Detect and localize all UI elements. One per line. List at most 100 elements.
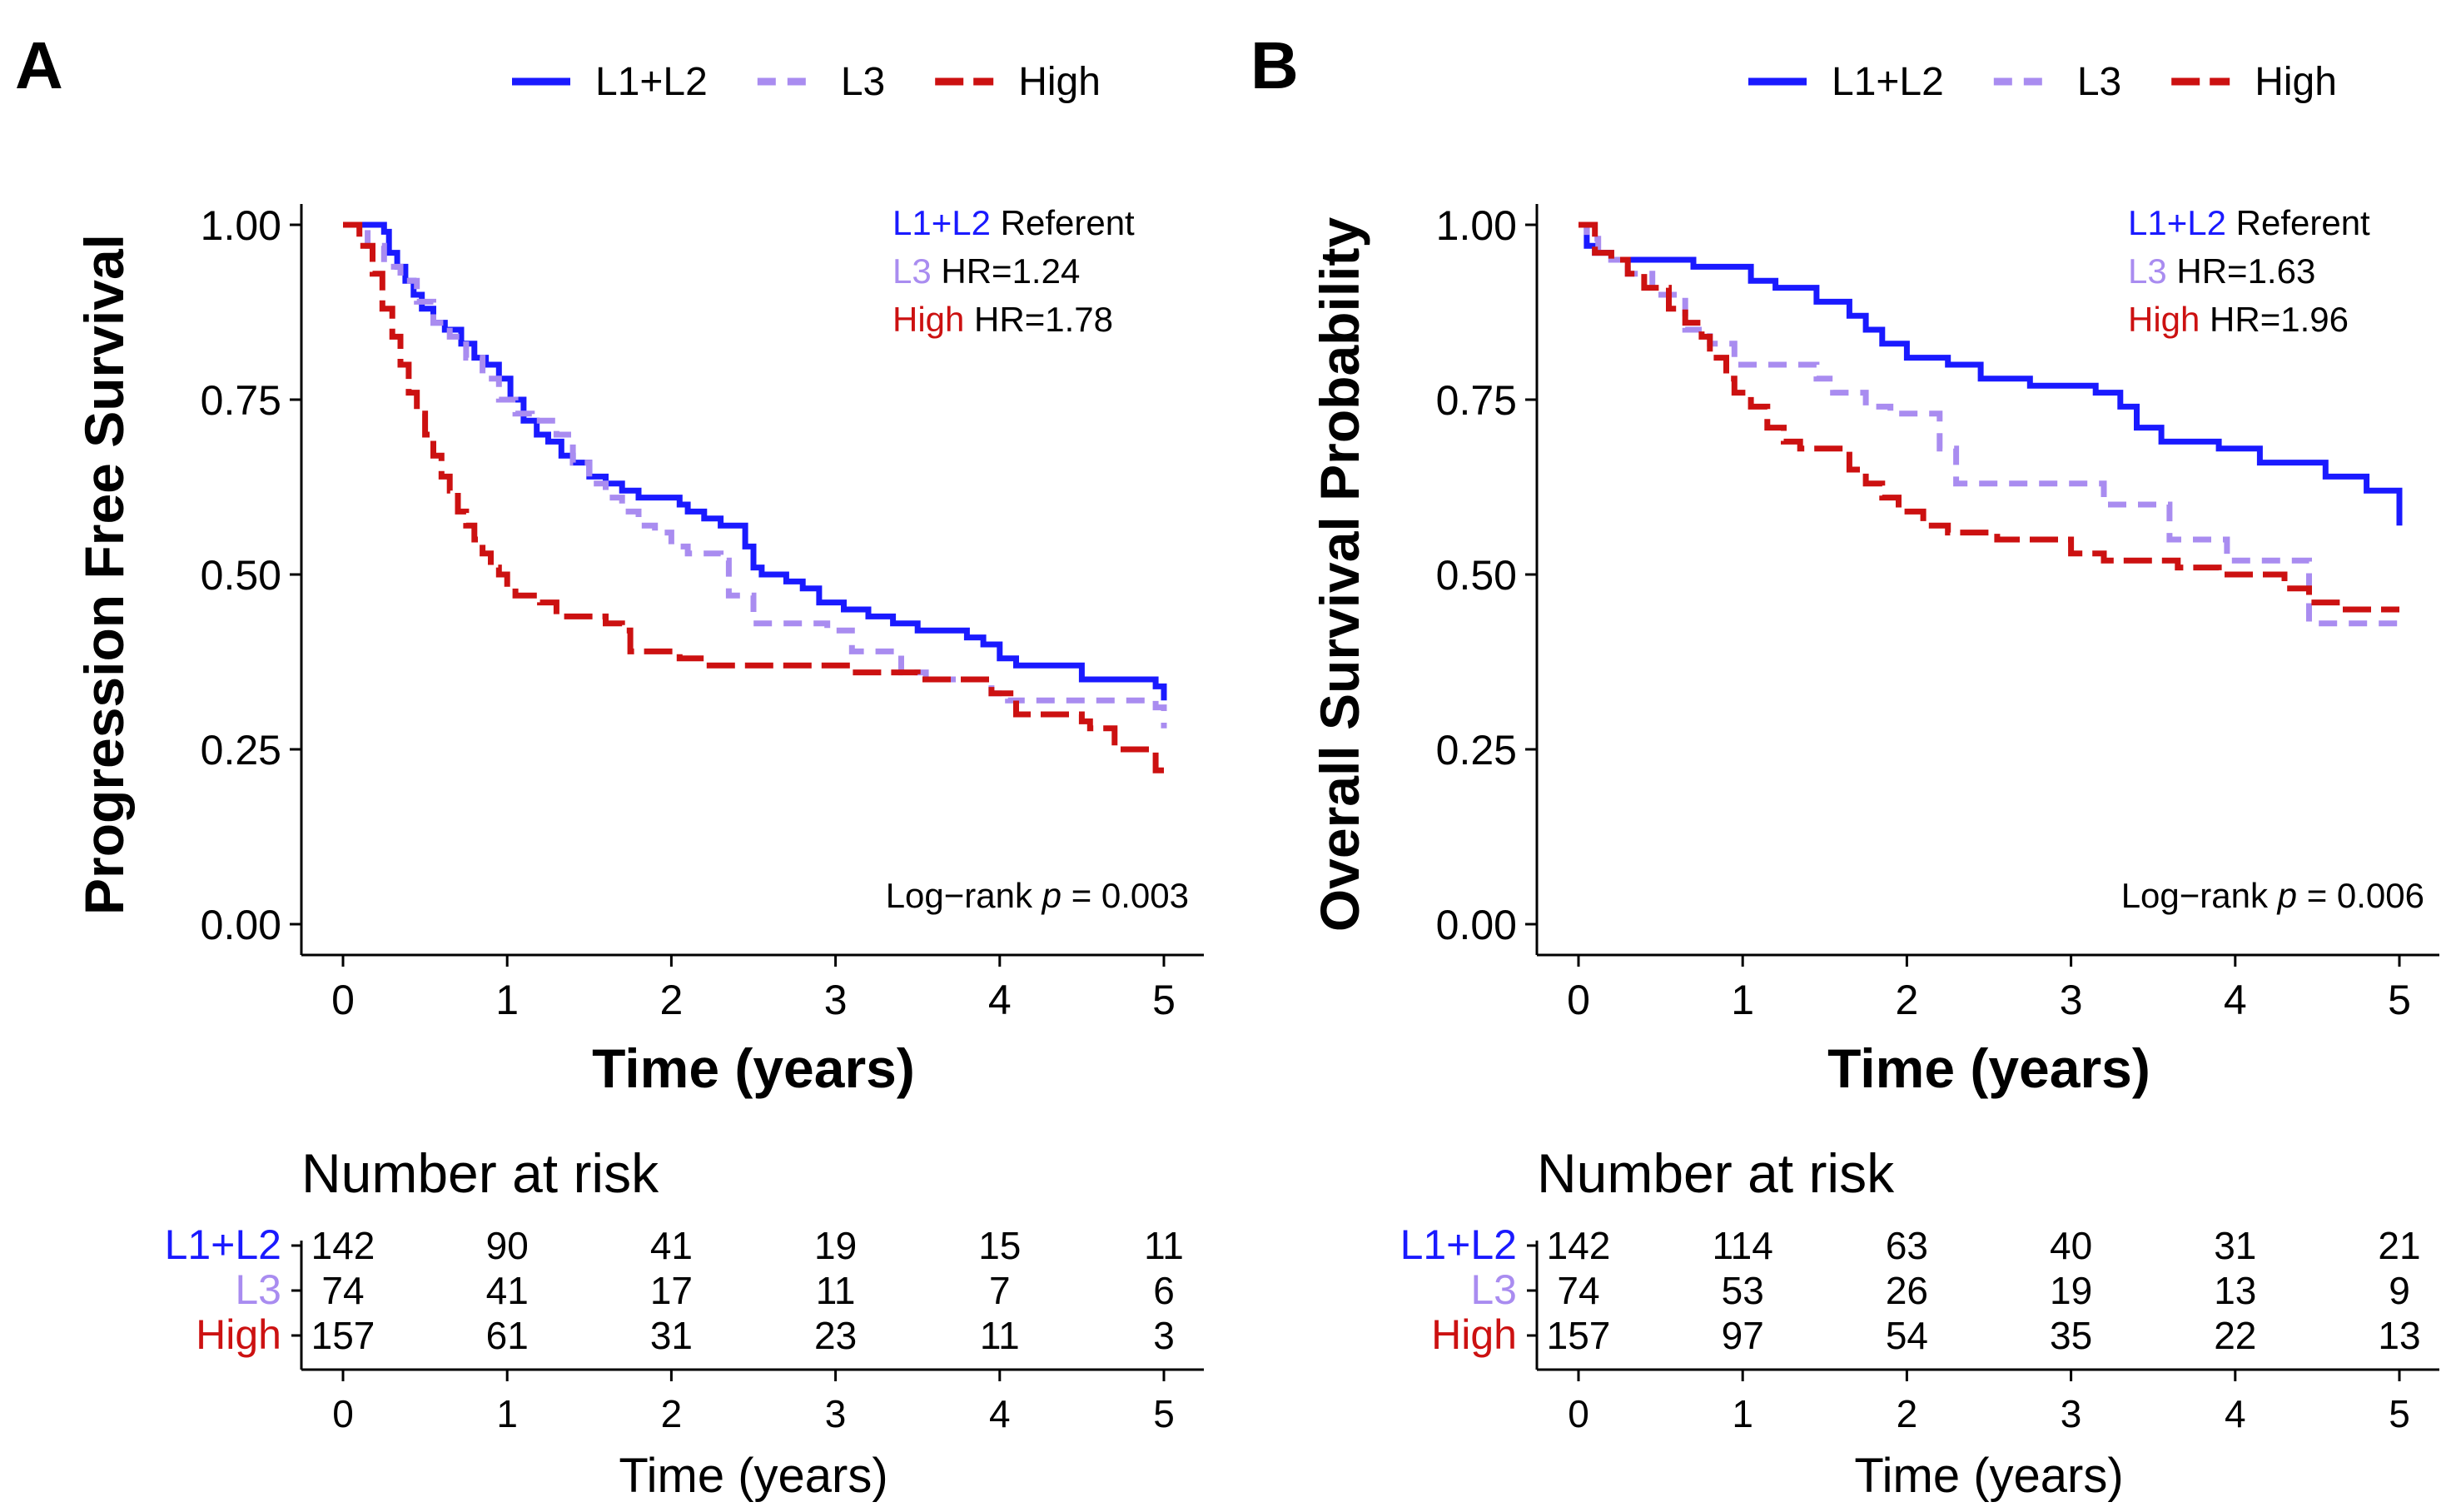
risk-cell: 54 <box>1886 1314 1928 1357</box>
annotation-group-l1l2: L1+L2 <box>892 203 991 242</box>
risk-row-label-high: High <box>196 1311 281 1358</box>
logrank-value: = 0.003 <box>1061 876 1189 915</box>
risk-cell: 11 <box>816 1269 856 1312</box>
series-line-l1l2 <box>343 221 1167 701</box>
logrank-value: = 0.006 <box>2297 876 2424 915</box>
risk-x-tick-label: 1 <box>1732 1392 1753 1435</box>
x-tick-label: 5 <box>1152 977 1176 1023</box>
risk-x-tick-label: 5 <box>1153 1392 1175 1435</box>
risk-cell: 13 <box>2214 1269 2256 1312</box>
legend: L1+L2 L3 High <box>1748 60 2337 104</box>
risk-cell: 157 <box>311 1314 375 1357</box>
risk-row-label-l1l2: L1+L2 <box>165 1221 281 1268</box>
annotation-referent-text: Referent <box>991 203 1135 242</box>
legend-label-l3: L3 <box>841 60 885 104</box>
annotation-hr-l3: L3 HR=1.63 <box>2128 251 2315 291</box>
y-tick-label: 0.00 <box>1436 902 1517 948</box>
risk-x-tick-label: 0 <box>1568 1392 1589 1435</box>
series-line-l3 <box>1579 221 2399 627</box>
risk-x-tick-label: 2 <box>661 1392 683 1435</box>
risk-cell: 61 <box>486 1314 529 1357</box>
annotation-referent-text: Referent <box>2226 203 2370 242</box>
risk-cell: 22 <box>2214 1314 2256 1357</box>
x-tick-label: 3 <box>2060 977 2083 1023</box>
x-tick-label: 1 <box>495 977 519 1023</box>
y-tick-label: 0.50 <box>201 552 281 599</box>
panel-letter: A <box>15 28 63 102</box>
series-line-l3 <box>343 221 1167 729</box>
risk-cell: 63 <box>1886 1224 1928 1267</box>
y-axis-title: Progression Free Survival <box>73 234 135 915</box>
risk-cell: 142 <box>311 1224 375 1267</box>
series-line-high <box>343 221 1164 773</box>
risk-cell: 90 <box>486 1224 529 1267</box>
x-tick-label: 5 <box>2388 977 2411 1023</box>
risk-x-title: Time (years) <box>619 1449 887 1503</box>
risk-cell: 114 <box>1713 1224 1773 1267</box>
x-tick-label: 2 <box>659 977 683 1023</box>
y-tick-label: 0.25 <box>1436 727 1517 773</box>
legend-label-l3: L3 <box>2077 60 2121 104</box>
risk-row-label-l3: L3 <box>1470 1266 1517 1313</box>
series-line-high <box>1579 221 2399 613</box>
risk-x-tick-label: 2 <box>1897 1392 1918 1435</box>
y-tick-label: 0.25 <box>201 727 281 773</box>
risk-cell: 31 <box>2214 1224 2256 1267</box>
risk-row-label-l1l2: L1+L2 <box>1400 1221 1517 1268</box>
panel-letter: B <box>1250 28 1299 102</box>
logrank-annotation: Log−rank p = 0.006 <box>2121 876 2424 915</box>
risk-cell: 31 <box>650 1314 693 1357</box>
risk-cell: 15 <box>978 1224 1021 1267</box>
risk-x-tick-label: 3 <box>2061 1392 2082 1435</box>
risk-cell: 13 <box>2378 1314 2420 1357</box>
risk-cell: 19 <box>814 1224 857 1267</box>
logrank-prefix: Log−rank <box>2121 876 2278 915</box>
risk-cell: 19 <box>2050 1269 2092 1312</box>
y-tick-label: 1.00 <box>201 202 281 249</box>
risk-cell: 11 <box>1144 1224 1184 1267</box>
risk-cell: 7 <box>989 1269 1011 1312</box>
legend-label-l1l2: L1+L2 <box>595 60 708 104</box>
risk-cell: 41 <box>486 1269 529 1312</box>
y-tick-label: 1.00 <box>1436 202 1517 249</box>
annotation-referent: L1+L2 Referent <box>2128 203 2370 242</box>
x-axis-title: Time (years) <box>592 1037 915 1099</box>
risk-x-tick-label: 3 <box>825 1392 847 1435</box>
logrank-prefix: Log−rank <box>886 876 1042 915</box>
risk-x-title: Time (years) <box>1854 1449 2123 1503</box>
risk-table-title: Number at risk <box>301 1142 659 1204</box>
risk-cell: 74 <box>321 1269 364 1312</box>
x-tick-label: 4 <box>2224 977 2247 1023</box>
logrank-p: p <box>2276 876 2297 915</box>
y-tick-label: 0.75 <box>201 377 281 424</box>
risk-cell: 21 <box>2378 1224 2420 1267</box>
x-tick-label: 2 <box>1895 977 1918 1023</box>
annotation-group-l3: L3 <box>892 251 932 291</box>
annotation-referent: L1+L2 Referent <box>892 203 1135 242</box>
risk-cell: 142 <box>1547 1224 1611 1267</box>
risk-cell: 9 <box>2389 1269 2410 1312</box>
x-tick-label: 0 <box>331 977 355 1023</box>
risk-row-label-high: High <box>1431 1311 1517 1358</box>
annotation-hr-value: HR=1.78 <box>964 300 1113 339</box>
risk-cell: 97 <box>1722 1314 1764 1357</box>
x-tick-label: 0 <box>1567 977 1590 1023</box>
annotation-hr-l3: L3 HR=1.24 <box>892 251 1080 291</box>
risk-x-tick-label: 5 <box>2389 1392 2410 1435</box>
risk-cell: 17 <box>650 1269 693 1312</box>
y-tick-label: 0.75 <box>1436 377 1517 424</box>
risk-x-tick-label: 4 <box>2225 1392 2246 1435</box>
annotation-hr-value: HR=1.96 <box>2200 300 2349 339</box>
annotation-hr-value: HR=1.63 <box>2167 251 2316 291</box>
risk-cell: 23 <box>814 1314 857 1357</box>
risk-cell: 35 <box>2050 1314 2092 1357</box>
x-tick-label: 1 <box>1731 977 1754 1023</box>
legend-label-high: High <box>1018 60 1101 104</box>
series-line-l1l2 <box>1579 221 2403 526</box>
annotation-hr-high: High HR=1.78 <box>892 300 1113 339</box>
annotation-group-l3: L3 <box>2128 251 2167 291</box>
